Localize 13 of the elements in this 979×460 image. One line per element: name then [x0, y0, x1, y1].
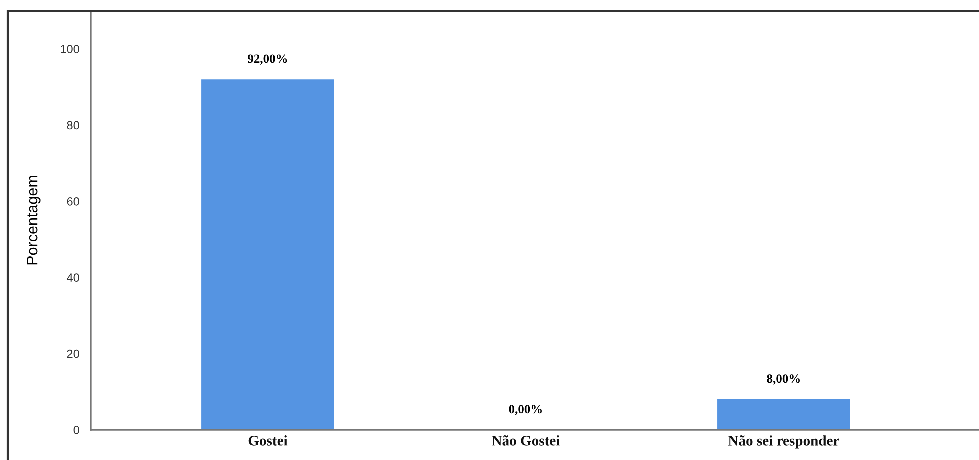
y-tick-label: 20	[67, 350, 80, 358]
x-tick-label: Não Gostei	[492, 436, 560, 446]
y-tick-label: 100	[61, 45, 80, 54]
x-tick-label: Não sei responder	[728, 436, 840, 449]
data-label: 92,00%	[248, 54, 288, 65]
y-axis-title: Porcentagem	[27, 176, 41, 265]
y-tick-label: 40	[67, 274, 80, 282]
x-tick-label: Gostei	[248, 436, 288, 446]
y-tick-label: 0	[74, 426, 80, 434]
y-tick-label: 80	[67, 121, 80, 130]
data-label: 0,00%	[509, 405, 542, 416]
data-label: 8,00%	[767, 374, 800, 385]
y-tick-label: 60	[67, 197, 80, 206]
